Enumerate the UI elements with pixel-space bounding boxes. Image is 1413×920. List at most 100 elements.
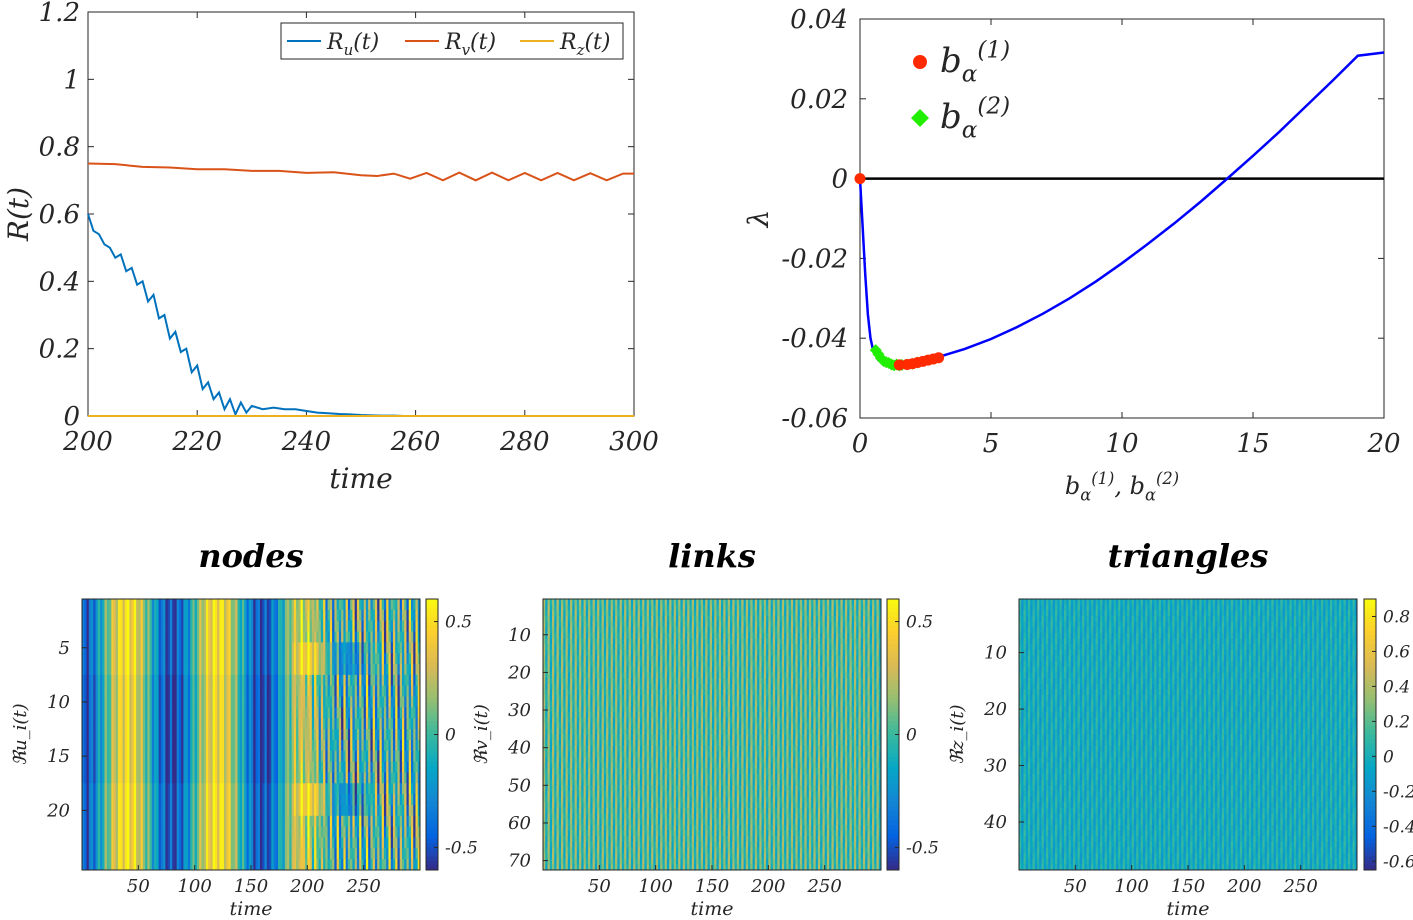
y-tick-label: 20 — [46, 800, 70, 821]
heatmap-cell — [390, 609, 394, 622]
heatmap-cell — [232, 664, 236, 676]
heatmap-cell — [203, 674, 207, 687]
heatmap-cell — [244, 729, 247, 741]
heatmap-cell — [383, 685, 387, 697]
heatmap-cell — [835, 615, 839, 622]
x-tick-label: 200 — [62, 427, 113, 457]
heatmap-cell — [311, 761, 315, 773]
heatmap-cell — [379, 685, 383, 697]
heatmap-cell — [296, 707, 299, 719]
heatmap-cell — [122, 599, 126, 611]
heatmap-cell — [192, 620, 196, 632]
heatmap-cell — [142, 696, 146, 708]
heatmap-cell — [246, 750, 250, 762]
heatmap-cell — [178, 674, 182, 687]
heatmap-cell — [341, 685, 344, 697]
heatmap-cell — [228, 729, 232, 741]
heatmap-cell — [410, 631, 414, 643]
heatmap-cell — [329, 664, 333, 676]
heatmap-cell — [221, 609, 225, 622]
heatmap-cell — [633, 610, 636, 617]
heatmap-cell — [199, 631, 202, 643]
heatmap-cell — [142, 631, 146, 643]
heatmap-cell — [151, 664, 155, 676]
heatmap-cell — [266, 848, 270, 860]
heatmap-cell — [363, 631, 367, 643]
heatmap-cell — [266, 620, 270, 632]
heatmap-cell — [381, 729, 385, 741]
heatmap-cell — [300, 729, 304, 741]
heatmap-cell — [217, 653, 220, 665]
heatmap-cell — [158, 631, 162, 643]
heatmap-cell — [307, 750, 310, 762]
colorbar-step — [426, 725, 438, 731]
heatmap-cell — [680, 627, 684, 634]
heatmap-cell — [307, 653, 310, 665]
heatmap-cell — [178, 696, 182, 708]
heatmap-cell — [104, 631, 108, 643]
heatmap-cell — [260, 685, 263, 697]
heatmap-cell — [390, 761, 394, 773]
heatmap-cell — [372, 707, 376, 719]
heatmap-cell — [329, 739, 333, 752]
heatmap-cell — [174, 685, 178, 697]
heatmap-cell — [320, 750, 324, 762]
heatmap-cell — [203, 599, 207, 611]
heatmap-cell — [341, 653, 344, 665]
heatmap-cell — [365, 664, 369, 676]
heatmap-cell — [404, 620, 407, 632]
heatmap-cell — [214, 707, 218, 719]
heatmap-cell — [307, 848, 310, 860]
heatmap-cell — [260, 609, 263, 622]
heatmap-cell — [95, 599, 99, 611]
heatmap-cell — [413, 750, 416, 762]
heatmap-cell — [408, 631, 412, 643]
heatmap-cell — [775, 610, 778, 617]
heatmap-cell — [124, 664, 128, 676]
heatmap-cell — [181, 696, 184, 708]
heatmap-cell — [579, 610, 582, 617]
heatmap-cell — [136, 609, 139, 622]
heatmap-cell — [91, 707, 94, 719]
heatmap-cell — [192, 718, 196, 730]
heatmap-cell — [314, 620, 317, 632]
heatmap-cell — [350, 718, 353, 730]
heatmap-cell — [338, 653, 342, 665]
heatmap-cell — [401, 609, 405, 622]
heatmap-cell — [140, 696, 144, 708]
heatmap-cell — [151, 609, 155, 622]
heatmap-cell — [417, 664, 421, 676]
heatmap-cell — [169, 761, 173, 773]
heatmap-cell — [244, 664, 247, 676]
heatmap-cell — [390, 718, 394, 730]
heatmap-cell — [302, 750, 306, 762]
heatmap-cell — [255, 707, 259, 719]
heatmap-cell — [230, 642, 234, 654]
heatmap-cell — [145, 653, 148, 665]
heatmap-cell — [169, 707, 173, 719]
heatmap-cell — [323, 707, 326, 719]
heatmap-cell — [343, 739, 347, 752]
heatmap-cell — [86, 642, 90, 654]
heatmap-cell — [214, 696, 218, 708]
heatmap-cell — [156, 620, 160, 632]
heatmap-cell — [336, 620, 340, 632]
heatmap-cell — [264, 620, 268, 632]
heatmap-cell — [95, 631, 99, 643]
heatmap-cell — [365, 718, 369, 730]
heatmap-cell — [104, 599, 108, 611]
heatmap-cell — [361, 696, 365, 708]
heatmap-cell — [239, 674, 243, 687]
colorbar-step — [426, 635, 438, 641]
heatmap-cell — [163, 674, 166, 687]
heatmap-cell — [97, 761, 101, 773]
heatmap-cell — [334, 848, 338, 860]
heatmap-cell — [118, 761, 121, 773]
heatmap-cell — [151, 718, 155, 730]
heatmap-cell — [109, 674, 112, 687]
heatmap-cell — [599, 599, 602, 606]
heatmap-cell — [390, 685, 394, 697]
heatmap-cell — [352, 609, 356, 622]
heatmap-cell — [142, 664, 146, 676]
heatmap-cell — [151, 859, 155, 871]
